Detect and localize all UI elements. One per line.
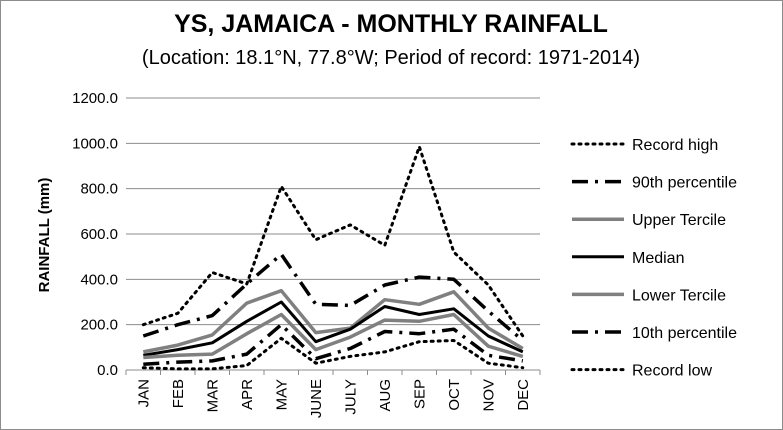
series-line-lower-tercile: [143, 312, 524, 360]
axes: [125, 369, 541, 375]
x-tick-label: DEC: [515, 379, 532, 411]
series-line-record-low: [141, 336, 525, 371]
y-tick-label: 800.0: [80, 181, 118, 198]
x-tick-label: MAY: [273, 379, 290, 410]
x-tick-label: NOV: [480, 379, 497, 412]
y-tick-label: 400.0: [80, 271, 118, 288]
series-line-median: [143, 300, 524, 357]
y-tick-label: 1200.0: [72, 90, 118, 107]
series-lines: [141, 145, 525, 371]
legend: Record high 90th percentile Upper Tercile M…: [570, 137, 737, 380]
series-line-record-high: [141, 145, 525, 338]
gridlines: [126, 97, 540, 326]
chart-subtitle: (Location: 18.1°N, 77.8°W; Period of rec…: [142, 47, 640, 69]
y-axis-label: RAINFALL (mm): [36, 178, 53, 293]
legend-label: Record low: [632, 363, 712, 380]
y-tick-labels: 0.0 200.0 400.0 600.0 800.0 1000.0 1200.0: [72, 90, 118, 379]
legend-label: 10th percentile: [632, 325, 737, 342]
y-tick-label: 200.0: [80, 317, 118, 334]
x-tick-label: MAR: [204, 379, 221, 413]
chart-title: YS, JAMAICA - MONTHLY RAINFALL: [174, 10, 608, 38]
y-tick-label: 0.0: [97, 362, 118, 379]
x-tick-label: APR: [239, 379, 256, 410]
y-tick-label: 600.0: [80, 226, 118, 243]
x-tick-label: SEP: [411, 379, 428, 409]
x-tick-label: OCT: [446, 379, 463, 411]
y-tick-label: 1000.0: [72, 135, 118, 152]
x-tick-labels: JAN FEB MAR APR MAY JUNE JULY AUG SEP OCT NOV DEC: [135, 379, 532, 418]
x-tick-label: JAN: [135, 379, 152, 407]
x-tick-label: AUG: [377, 379, 394, 412]
legend-label: Record high: [632, 137, 718, 154]
legend-label: Lower Tercile: [632, 287, 726, 304]
series-line-90th-percentile: [142, 252, 524, 342]
legend-label: 90th percentile: [632, 175, 737, 192]
series-line-upper-tercile: [142, 288, 524, 354]
x-tick-label: FEB: [170, 379, 187, 408]
x-tick-label: JULY: [342, 379, 359, 415]
x-tick-label: JUNE: [308, 379, 325, 418]
legend-label: Median: [632, 250, 684, 267]
legend-label: Upper Tercile: [632, 212, 726, 229]
